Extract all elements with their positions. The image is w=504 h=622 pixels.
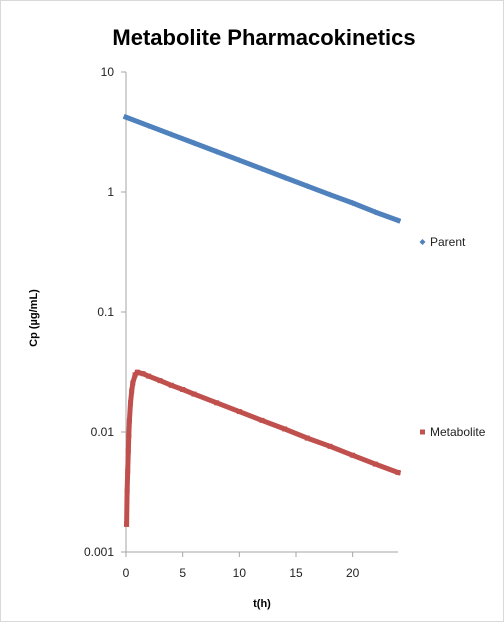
parent-legend-marker (419, 239, 426, 245)
metabolite-point (350, 452, 356, 458)
parent-point (304, 183, 311, 190)
metabolite-point (125, 468, 131, 474)
metabolite-legend-label: Metabolite (430, 425, 486, 439)
parent-point (145, 122, 152, 129)
parent-point (259, 165, 265, 172)
metabolite-legend-marker (420, 429, 425, 435)
metabolite-point (130, 380, 136, 386)
metabolite-point (124, 521, 130, 527)
parent-point (395, 217, 401, 224)
parent-point (123, 114, 129, 121)
metabolite-point (282, 426, 288, 432)
x-tick-label: 5 (179, 566, 186, 580)
metabolite-point (128, 400, 134, 406)
metabolite-point (126, 418, 132, 424)
metabolite-point (214, 400, 220, 406)
parent-point (281, 174, 288, 181)
parent-point (236, 157, 243, 164)
series-layer (122, 113, 402, 527)
x-tick-label: 0 (123, 566, 130, 580)
y-tick-label: 10 (101, 65, 115, 79)
parent-point (191, 140, 197, 147)
metabolite-point (372, 461, 378, 467)
legend: Parent Metabolite (419, 235, 486, 439)
metabolite-point (157, 378, 163, 384)
y-axis-ticks: 0.001 0.01 0.1 1 10 (84, 65, 126, 559)
y-tick-label: 0.01 (91, 425, 115, 439)
parent-point (349, 199, 356, 206)
metabolite-point (134, 369, 140, 375)
metabolite-point (180, 387, 186, 393)
metabolite-point (236, 409, 242, 415)
y-axis-title: Cp (µg/mL) (28, 289, 40, 347)
x-tick-label: 15 (289, 566, 303, 580)
y-tick-label: 1 (107, 185, 114, 199)
x-axis-ticks: 0 5 10 15 20 (123, 552, 360, 580)
y-tick-label: 0.1 (97, 305, 114, 319)
parent-point (372, 209, 379, 216)
parent-point (168, 131, 175, 138)
metabolite-point (140, 371, 146, 377)
x-axis-title: t(h) (253, 598, 271, 610)
metabolite-point (126, 433, 132, 439)
metabolite-point (132, 372, 138, 378)
metabolite-point (129, 388, 135, 394)
metabolite-point (304, 435, 310, 441)
metabolite-point (395, 469, 401, 475)
parent-point (213, 148, 220, 155)
x-tick-label: 10 (233, 566, 247, 580)
y-tick-label: 0.001 (84, 545, 114, 559)
parent-legend-label: Parent (430, 235, 466, 249)
x-tick-label: 20 (346, 566, 360, 580)
chart-title: Metabolite Pharmacokinetics (112, 25, 415, 50)
metabolite-point (259, 417, 265, 423)
metabolite-point (327, 443, 333, 449)
metabolite-point (124, 488, 130, 494)
metabolite-point (191, 391, 197, 397)
metabolite-point (168, 382, 174, 388)
metabolite-point (125, 448, 131, 454)
parent-point (327, 191, 333, 198)
metabolite-point (146, 373, 152, 379)
